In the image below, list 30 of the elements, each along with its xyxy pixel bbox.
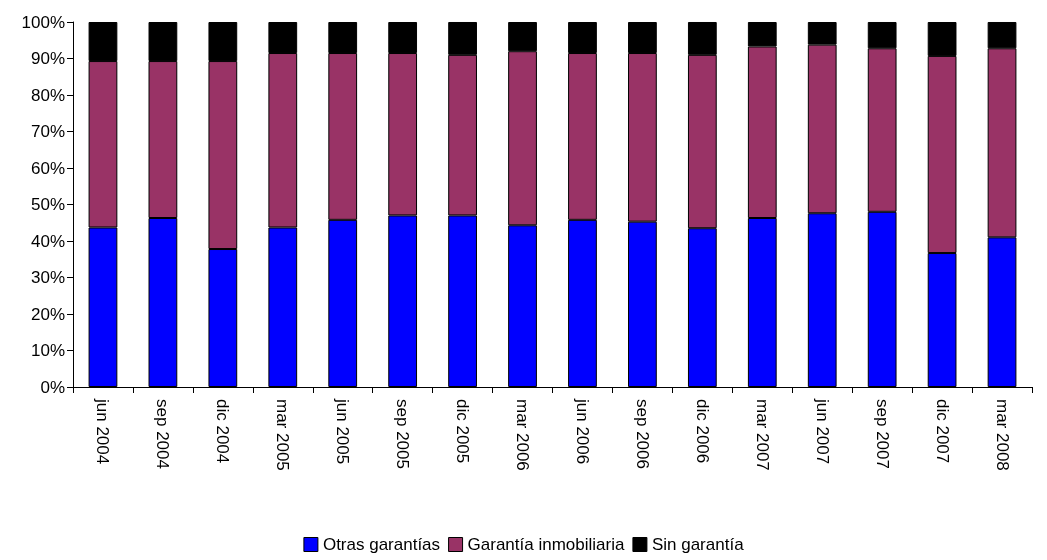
x-tick-label: mar 2005 (273, 399, 293, 471)
x-tick-label: jun 2004 (93, 398, 113, 465)
legend-label: Sin garantía (651, 535, 745, 554)
legend-label: Otras garantías (322, 535, 441, 554)
y-tick-label: 40% (30, 231, 65, 251)
x-tick-label: dic 2004 (213, 399, 233, 464)
x-tick-label: mar 2007 (752, 399, 772, 471)
x-tick-label: mar 2006 (513, 399, 533, 471)
y-tick-label: 0% (40, 377, 65, 397)
x-tick-label: jun 2005 (333, 398, 353, 465)
y-tick-label: 70% (30, 122, 65, 141)
x-tick-label: dic 2006 (692, 399, 712, 464)
y-tick-label: 10% (30, 341, 65, 360)
y-tick-label: 20% (30, 304, 65, 324)
x-tick-label: jun 2006 (572, 398, 592, 465)
y-tick-label: 100% (21, 12, 65, 32)
x-tick-label: dic 2005 (453, 399, 473, 464)
y-tick-label: 50% (30, 195, 65, 214)
x-tick-label: jun 2007 (812, 398, 832, 465)
x-tick-label: dic 2007 (932, 399, 952, 464)
legend-label: Garantía inmobiliaria (467, 535, 625, 554)
x-tick-label: sep 2004 (153, 399, 173, 469)
x-tick-label: sep 2006 (632, 399, 652, 469)
y-tick-label: 90% (30, 49, 65, 68)
y-tick-label: 80% (30, 85, 65, 105)
x-tick-label: sep 2005 (393, 399, 413, 469)
x-tick-label: mar 2008 (992, 399, 1012, 471)
y-tick-label: 60% (30, 158, 65, 178)
x-tick-label: sep 2007 (872, 399, 892, 469)
y-tick-label: 30% (30, 268, 65, 287)
